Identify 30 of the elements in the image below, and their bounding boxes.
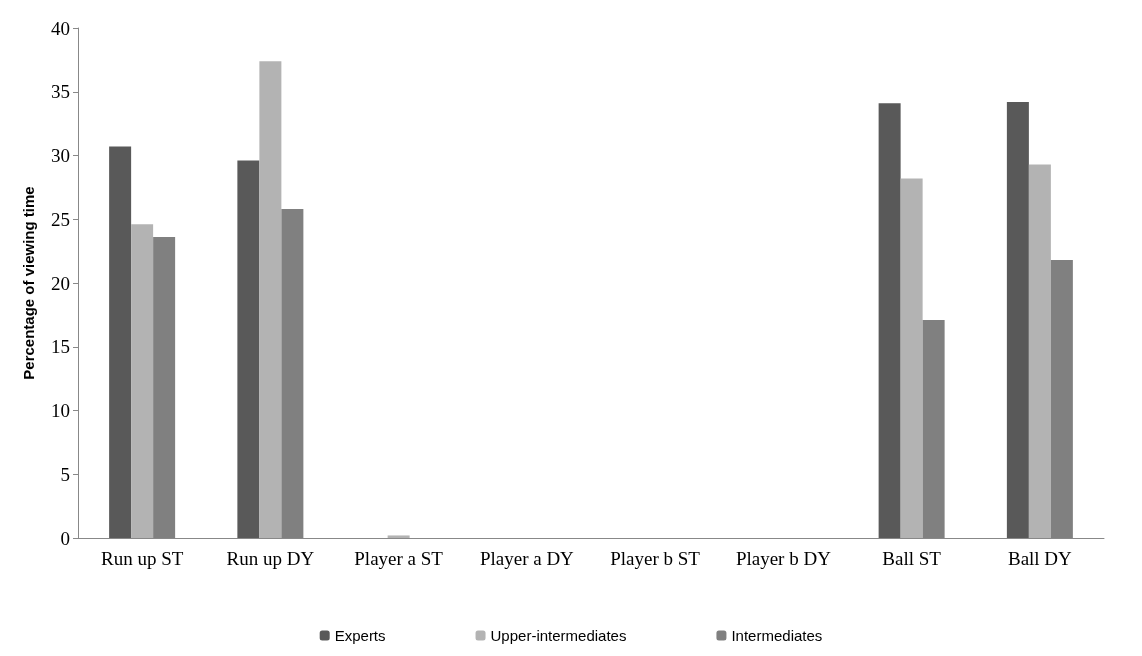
y-tick-label: 15: [51, 336, 70, 358]
y-tick-label: 35: [51, 81, 70, 103]
bar: [109, 146, 132, 538]
bar: [900, 178, 923, 538]
x-tick-label: Player b DY: [735, 547, 832, 569]
x-tick-label: Run up ST: [100, 547, 184, 569]
bar: [878, 103, 901, 538]
y-tick-label: 20: [51, 272, 70, 294]
y-tick-label: 25: [51, 208, 70, 230]
x-tick-label: Player a ST: [354, 547, 444, 569]
bar: [1006, 101, 1029, 538]
legend-label: Experts: [334, 627, 386, 644]
bar: [131, 224, 154, 538]
bar: [237, 160, 260, 538]
legend-label: Upper-intermediates: [490, 627, 627, 644]
y-axis-title: Percentage of viewing time: [20, 186, 37, 380]
legend-label: Intermediates: [731, 627, 823, 644]
x-tick-label: Ball DY: [1007, 547, 1073, 569]
x-tick-label: Run up DY: [226, 547, 315, 569]
y-tick-label: 10: [51, 400, 70, 421]
x-tick-label: Player b ST: [610, 547, 701, 569]
y-tick-label: 30: [51, 145, 70, 166]
y-tick-label: 5: [60, 463, 70, 485]
y-tick-label: 40: [51, 17, 70, 39]
y-tick-label: 0: [60, 527, 70, 549]
x-tick-label: Ball ST: [882, 547, 942, 569]
bar: [1028, 164, 1051, 538]
bar: [387, 535, 410, 538]
bar: [259, 61, 282, 538]
x-tick-label: Player a DY: [479, 547, 575, 569]
